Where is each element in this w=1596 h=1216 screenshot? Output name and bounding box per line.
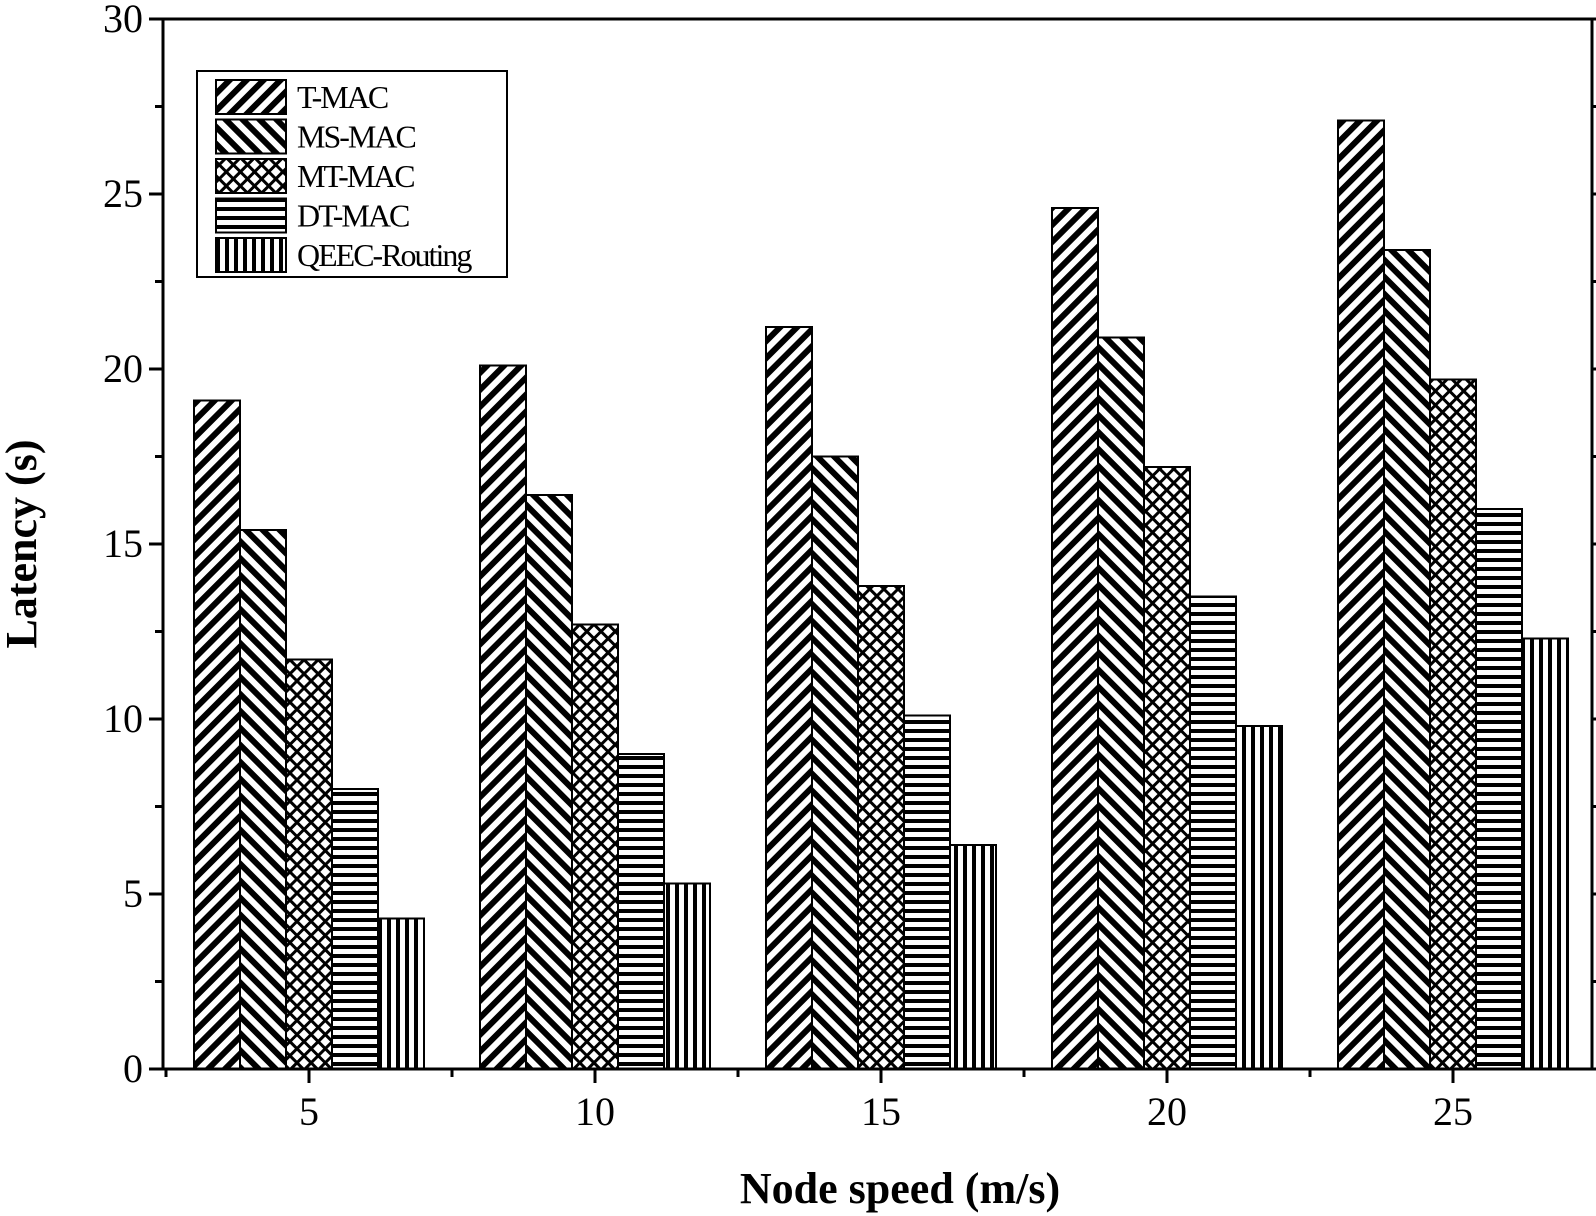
bar-ms-mac-5 — [239, 529, 287, 1070]
x-tick-label: 20 — [1147, 1089, 1187, 1134]
bar-dt-mac-25 — [1475, 508, 1523, 1070]
y-axis-title: Latency (s) — [0, 440, 46, 649]
y-tick-label: 25 — [103, 171, 143, 216]
bar-t-mac-20 — [1051, 207, 1099, 1070]
bar-mt-mac-15 — [857, 585, 905, 1070]
bar-ms-mac-10 — [525, 494, 573, 1070]
bars-layer — [193, 119, 1569, 1070]
bar-mt-mac-5 — [285, 658, 333, 1070]
x-tick-label: 25 — [1433, 1089, 1473, 1134]
axis-ticks-layer — [149, 17, 1596, 1083]
legend-swatch-qeec-routing — [215, 237, 287, 273]
y-tick-label: 5 — [123, 871, 143, 916]
bar-t-mac-25 — [1337, 119, 1385, 1070]
x-axis-title: Node speed (m/s) — [740, 1164, 1060, 1213]
legend-swatch-dt-mac — [215, 197, 287, 234]
legend-label-dt-mac: DT-MAC — [297, 198, 409, 234]
legend-swatch-t-mac — [215, 79, 287, 115]
bar-dt-mac-20 — [1189, 595, 1237, 1070]
y-tick-label: 30 — [103, 0, 143, 41]
bar-qeec-routing-15 — [949, 844, 997, 1070]
legend-swatch-ms-mac — [215, 118, 287, 155]
y-tick-label: 20 — [103, 346, 143, 391]
bar-qeec-routing-5 — [377, 917, 425, 1070]
y-tick-label: 0 — [123, 1046, 143, 1091]
bar-t-mac-5 — [193, 399, 241, 1070]
bar-mt-mac-20 — [1143, 466, 1191, 1070]
bar-ms-mac-25 — [1383, 249, 1431, 1070]
bar-qeec-routing-10 — [663, 882, 711, 1070]
bar-mt-mac-10 — [571, 623, 619, 1070]
x-tick-label: 5 — [299, 1089, 319, 1134]
y-tick-label: 15 — [103, 521, 143, 566]
y-tick-label: 10 — [103, 696, 143, 741]
bar-t-mac-15 — [765, 326, 813, 1070]
bar-ms-mac-15 — [811, 455, 859, 1070]
legend-label-t-mac: T-MAC — [297, 79, 388, 115]
bar-dt-mac-15 — [903, 714, 951, 1070]
legend-swatch-mt-mac — [215, 158, 287, 194]
bar-dt-mac-10 — [617, 753, 665, 1070]
legend-label-ms-mac: MS-MAC — [297, 119, 415, 155]
x-tick-label: 10 — [575, 1089, 615, 1134]
bar-qeec-routing-25 — [1521, 637, 1569, 1070]
bar-t-mac-10 — [479, 364, 527, 1070]
legend-label-mt-mac: MT-MAC — [297, 158, 414, 194]
legend-label-qeec-routing: QEEC-Routing — [297, 237, 472, 273]
x-tick-label: 15 — [861, 1089, 901, 1134]
bar-qeec-routing-20 — [1235, 725, 1283, 1070]
bar-mt-mac-25 — [1429, 378, 1477, 1070]
bar-dt-mac-5 — [331, 788, 379, 1070]
bar-ms-mac-20 — [1097, 336, 1145, 1070]
tick-labels-layer: 0 5 10 15 20 25 30 5 10 15 20 25 — [103, 0, 1473, 1134]
